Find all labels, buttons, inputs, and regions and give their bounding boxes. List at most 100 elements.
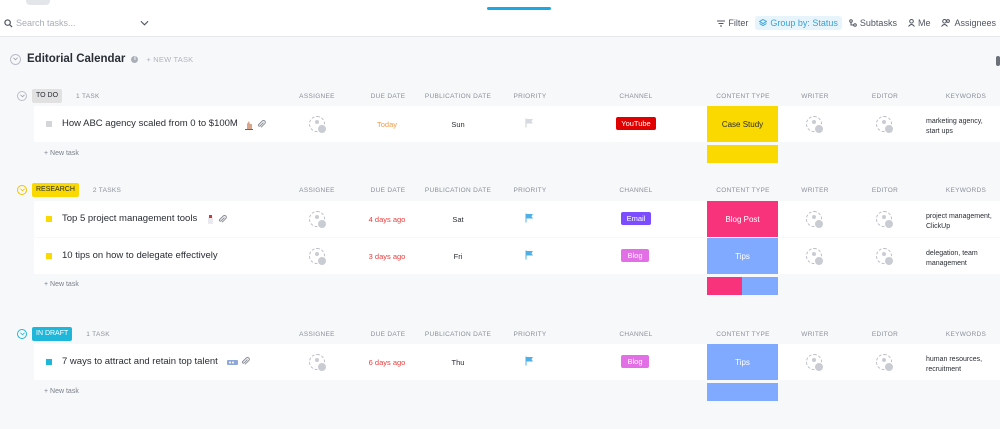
status-dot[interactable] [46, 216, 52, 222]
writer-avatar[interactable] [806, 354, 824, 372]
col-channel[interactable]: CHANNEL [619, 331, 653, 338]
task-row[interactable]: How ABC agency scaled from 0 to $100M To… [34, 106, 1000, 142]
flag-icon[interactable] [525, 356, 534, 366]
add-task-button[interactable]: + New task [44, 281, 79, 288]
flag-icon[interactable] [525, 213, 534, 223]
scrollbar-thumb[interactable] [996, 56, 1000, 66]
assignees-button[interactable]: Assignees [937, 16, 1000, 30]
editor-avatar[interactable] [876, 116, 894, 134]
col-priority[interactable]: PRIORITY [513, 331, 547, 338]
publication-date[interactable]: Thu [451, 358, 465, 367]
task-row[interactable]: 7 ways to attract and retain top talent … [34, 344, 1000, 380]
assignee-avatar[interactable] [309, 116, 327, 134]
group-collapse-toggle[interactable] [17, 91, 27, 101]
col-writer[interactable]: WRITER [801, 93, 829, 100]
col-editor[interactable]: EDITOR [871, 187, 899, 194]
task-name[interactable]: Top 5 project management tools [62, 213, 198, 224]
tab-stub[interactable] [26, 0, 50, 5]
due-date[interactable]: 4 days ago [368, 215, 406, 224]
status-pill-in-draft[interactable]: IN DRAFT [32, 327, 73, 341]
keywords[interactable]: delegation, team management [926, 249, 978, 268]
task-name[interactable]: 10 tips on how to delegate effectively [62, 250, 218, 261]
group-collapse-toggle[interactable] [17, 329, 27, 339]
task-name[interactable]: 7 ways to attract and retain top talent [62, 356, 218, 367]
me-button[interactable]: Me [904, 16, 935, 30]
col-publication-date[interactable]: PUBLICATION DATE [424, 187, 492, 194]
channel-chip[interactable]: Blog [621, 249, 649, 262]
add-task-button[interactable]: + New task [44, 388, 79, 395]
channel-chip[interactable]: YouTube [616, 117, 656, 130]
attachment-icon[interactable] [241, 357, 250, 366]
channel-chip[interactable]: Email [621, 212, 651, 225]
group-collapse-toggle[interactable] [17, 185, 27, 195]
publication-date[interactable]: Fri [453, 252, 463, 261]
status-dot[interactable] [46, 121, 52, 127]
col-writer[interactable]: WRITER [801, 331, 829, 338]
search-box[interactable] [4, 16, 154, 30]
col-due-date[interactable]: DUE DATE [370, 331, 406, 338]
content-type-cell[interactable]: Tips [707, 344, 778, 380]
col-due-date[interactable]: DUE DATE [370, 187, 406, 194]
col-publication-date[interactable]: PUBLICATION DATE [424, 331, 492, 338]
editor-avatar[interactable] [876, 248, 894, 266]
flag-icon[interactable] [525, 250, 534, 260]
col-editor[interactable]: EDITOR [871, 331, 899, 338]
col-assignee[interactable]: ASSIGNEE [299, 187, 335, 194]
col-due-date[interactable]: DUE DATE [370, 93, 406, 100]
col-keywords[interactable]: KEYWORDS [945, 93, 987, 100]
search-input[interactable] [13, 18, 134, 28]
filter-button[interactable]: Filter [713, 16, 752, 30]
attachment-icon[interactable] [218, 215, 227, 224]
col-editor[interactable]: EDITOR [871, 93, 899, 100]
status-pill-todo[interactable]: TO DO [32, 89, 63, 103]
due-date[interactable]: Today [376, 120, 398, 129]
status-dot[interactable] [46, 359, 52, 365]
subtasks-button[interactable]: Subtasks [845, 16, 901, 30]
publication-date[interactable]: Sun [451, 120, 465, 129]
col-priority[interactable]: PRIORITY [513, 93, 547, 100]
writer-avatar[interactable] [806, 116, 824, 134]
new-task-button[interactable]: + NEW TASK [146, 54, 194, 64]
writer-avatar[interactable] [806, 211, 824, 229]
info-icon[interactable]: i [131, 55, 139, 63]
task-row[interactable]: Top 5 project management tools 4 days ag… [34, 201, 1000, 237]
keywords[interactable]: human resources, recruitment [926, 355, 982, 374]
add-task-button[interactable]: + New task [44, 150, 79, 157]
collapse-toggle[interactable] [10, 53, 21, 65]
col-content-type[interactable]: CONTENT TYPE [716, 331, 770, 338]
content-type-cell[interactable]: Tips [707, 238, 778, 274]
col-writer[interactable]: WRITER [801, 187, 829, 194]
task-row[interactable]: 10 tips on how to delegate effectively 3… [34, 238, 1000, 274]
due-date[interactable]: 6 days ago [368, 358, 406, 367]
task-name[interactable]: How ABC agency scaled from 0 to $100M [62, 118, 238, 129]
content-type-cell[interactable]: Blog Post [707, 201, 778, 237]
channel-chip[interactable]: Blog [621, 355, 649, 368]
col-keywords[interactable]: KEYWORDS [945, 331, 987, 338]
chevron-down-icon[interactable] [140, 20, 149, 26]
assignee-avatar[interactable] [309, 354, 327, 372]
group-by-button[interactable]: Group by: Status [755, 16, 842, 30]
col-channel[interactable]: CHANNEL [619, 93, 653, 100]
due-date[interactable]: 3 days ago [368, 252, 406, 261]
col-publication-date[interactable]: PUBLICATION DATE [424, 93, 492, 100]
editor-avatar[interactable] [876, 354, 894, 372]
col-priority[interactable]: PRIORITY [513, 187, 547, 194]
keywords[interactable]: marketing agency, start ups [926, 117, 983, 136]
col-content-type[interactable]: CONTENT TYPE [716, 93, 770, 100]
assignee-avatar[interactable] [309, 211, 327, 229]
col-channel[interactable]: CHANNEL [619, 187, 653, 194]
col-content-type[interactable]: CONTENT TYPE [716, 187, 770, 194]
status-pill-research[interactable]: RESEARCH [32, 183, 79, 197]
assignee-avatar[interactable] [309, 248, 327, 266]
col-assignee[interactable]: ASSIGNEE [299, 93, 335, 100]
writer-avatar[interactable] [806, 248, 824, 266]
publication-date[interactable]: Sat [452, 215, 464, 224]
flag-icon[interactable] [525, 118, 534, 128]
col-assignee[interactable]: ASSIGNEE [299, 331, 335, 338]
keywords[interactable]: project management, ClickUp [926, 212, 992, 231]
content-type-cell[interactable]: Case Study [707, 106, 778, 142]
editor-avatar[interactable] [876, 211, 894, 229]
status-dot[interactable] [46, 253, 52, 259]
col-keywords[interactable]: KEYWORDS [945, 187, 987, 194]
attachment-icon[interactable] [257, 120, 266, 129]
